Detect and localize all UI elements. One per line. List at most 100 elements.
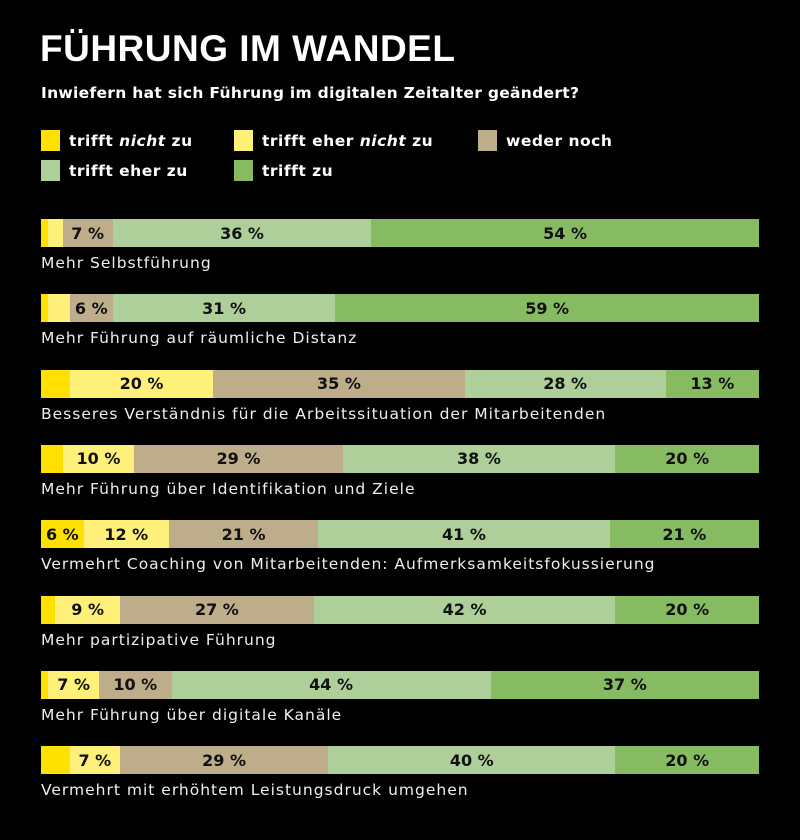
legend-label: trifft eher zu: [69, 161, 188, 180]
bar-segment: 20 %: [69, 369, 214, 398]
data-label: 31 %: [202, 298, 246, 318]
bar-segment: 38 %: [342, 444, 616, 473]
bar-row: 6 % 31 % 59 % Mehr Führung auf räumliche Di…: [41, 294, 759, 347]
legend-item: trifft eher nicht zu: [234, 130, 433, 151]
data-label: 42 %: [442, 600, 487, 619]
bar-row: 7 % 10 % 44 % 37 % Mehr Führung über digital…: [41, 670, 759, 724]
data-label: 20 %: [665, 600, 710, 619]
bar-segment: [41, 369, 70, 398]
data-label: 6 %: [74, 298, 108, 318]
bar-segment: 59 %: [335, 294, 759, 323]
bar-segment: 20 %: [615, 595, 759, 624]
bar-segment: 54 %: [371, 219, 759, 247]
bar-segment: 28 %: [464, 369, 666, 398]
stacked-bar: 6 % 12 % 21 % 41 % 21 %: [41, 520, 759, 549]
bar-row: 10 % 29 % 38 % 20 % Mehr Führung über Identi…: [41, 444, 759, 498]
data-label: 10 %: [113, 675, 158, 695]
bar-segment: 27 %: [119, 595, 314, 624]
bar-row: 7 % 29 % 40 % 20 % Vermehrt mit erhöhtem Lei…: [41, 746, 759, 799]
chart-title: FÜHRUNG IM WANDEL: [40, 28, 456, 69]
chart-subtitle: Inwiefern hat sich Führung im digitalen …: [41, 84, 580, 102]
bar-segment: [41, 670, 49, 699]
legend-swatch: [41, 130, 60, 151]
data-label: 7 %: [78, 750, 112, 770]
bar-segment: 7 %: [48, 670, 100, 699]
data-label: 9 %: [71, 600, 105, 619]
stacked-bar: 10 % 29 % 38 % 20 %: [41, 444, 759, 473]
category-label: Mehr Selbstführung: [41, 254, 212, 272]
bar-segment: 29 %: [119, 746, 329, 775]
data-label: 21 %: [221, 524, 266, 544]
bar-segment: 7 %: [62, 219, 113, 247]
data-label: 27 %: [194, 600, 239, 619]
category-label: Besseres Verständnis für die Arbeitssitu…: [41, 404, 607, 423]
stacked-bar: 20 % 35 % 28 % 13 %: [41, 369, 759, 398]
bar-segment: 10 %: [62, 444, 135, 473]
bar-row: 20 % 35 % 28 % 13 % Besseres Verständnis für…: [41, 369, 759, 423]
legend-swatch: [234, 160, 253, 181]
bar-segment: 20 %: [615, 746, 759, 775]
bar-segment: 35 %: [213, 369, 465, 398]
data-label: 20 %: [119, 374, 164, 394]
bar-segment: 21 %: [609, 520, 759, 549]
data-label: 54 %: [543, 223, 588, 243]
bar-segment: [41, 294, 49, 323]
bar-segment: [41, 595, 56, 624]
data-label: 29 %: [202, 750, 247, 770]
data-label: 35 %: [317, 374, 361, 394]
bar-segment: 21 %: [168, 520, 319, 549]
bar-segment: 31 %: [112, 294, 336, 323]
legend-label: trifft zu: [262, 161, 334, 180]
data-label: 41 %: [442, 524, 486, 544]
data-label: 40 %: [449, 750, 494, 770]
category-label: Vermehrt mit erhöhtem Leistungsdruck umg…: [41, 781, 469, 800]
data-label: 29 %: [216, 449, 261, 469]
data-label: 13 %: [690, 374, 735, 394]
bar-segment: 13 %: [665, 369, 759, 398]
bar-segment: 41 %: [318, 520, 610, 549]
data-label: 36 %: [220, 223, 264, 243]
stacked-bar: 9 % 27 % 42 % 20 %: [41, 595, 759, 624]
bar-segment: 40 %: [328, 746, 616, 775]
stacked-bar: 7 % 36 % 54 %: [41, 219, 759, 247]
legend-label: trifft eher nicht zu: [262, 131, 434, 150]
bar-row: 6 % 12 % 21 % 41 % 21 % Vermehrt Coaching von…: [41, 520, 759, 573]
data-label: 12 %: [104, 524, 149, 544]
legend-item: weder noch: [478, 130, 612, 151]
legend-swatch: [234, 130, 253, 151]
data-label: 21 %: [662, 524, 707, 544]
bar-segment: [48, 219, 63, 247]
data-label: 28 %: [543, 374, 588, 394]
data-label: 59 %: [525, 298, 570, 318]
bar-segment: 6 %: [41, 520, 84, 549]
bar-segment: [48, 294, 70, 323]
legend-item: trifft nicht zu: [41, 130, 193, 151]
legend-label: weder noch: [506, 131, 613, 150]
data-label: 7 %: [71, 223, 105, 243]
bar-segment: 36 %: [112, 219, 372, 247]
bar-segment: 9 %: [55, 595, 120, 624]
bar-segment: [41, 219, 49, 247]
category-label: Mehr partizipative Führung: [41, 630, 277, 649]
bar-segment: [41, 444, 63, 473]
data-label: 10 %: [76, 449, 121, 469]
stacked-bar: 6 % 31 % 59 %: [41, 294, 759, 323]
category-label: Mehr Führung auf räumliche Distanz: [41, 329, 358, 348]
bar-segment: 10 %: [99, 670, 172, 699]
data-label: 20 %: [665, 449, 710, 469]
legend-item: trifft eher zu: [41, 160, 188, 181]
legend-swatch: [478, 130, 497, 151]
legend-swatch: [41, 160, 60, 181]
data-label: 37 %: [602, 675, 647, 695]
data-label: 6 %: [45, 524, 79, 544]
bar-segment: 42 %: [313, 595, 616, 624]
bar-segment: 7 %: [69, 746, 120, 775]
legend-label: trifft nicht zu: [69, 131, 193, 150]
data-label: 7 %: [57, 675, 90, 695]
bar-row: 7 % 36 % 54 % Mehr Selbstführung: [41, 219, 759, 272]
data-label: 44 %: [309, 675, 354, 695]
stacked-bar: 7 % 29 % 40 % 20 %: [41, 746, 759, 775]
category-label: Mehr Führung über digitale Kanäle: [41, 705, 343, 724]
bar-segment: 20 %: [615, 444, 759, 473]
legend-item: trifft zu: [234, 160, 333, 181]
